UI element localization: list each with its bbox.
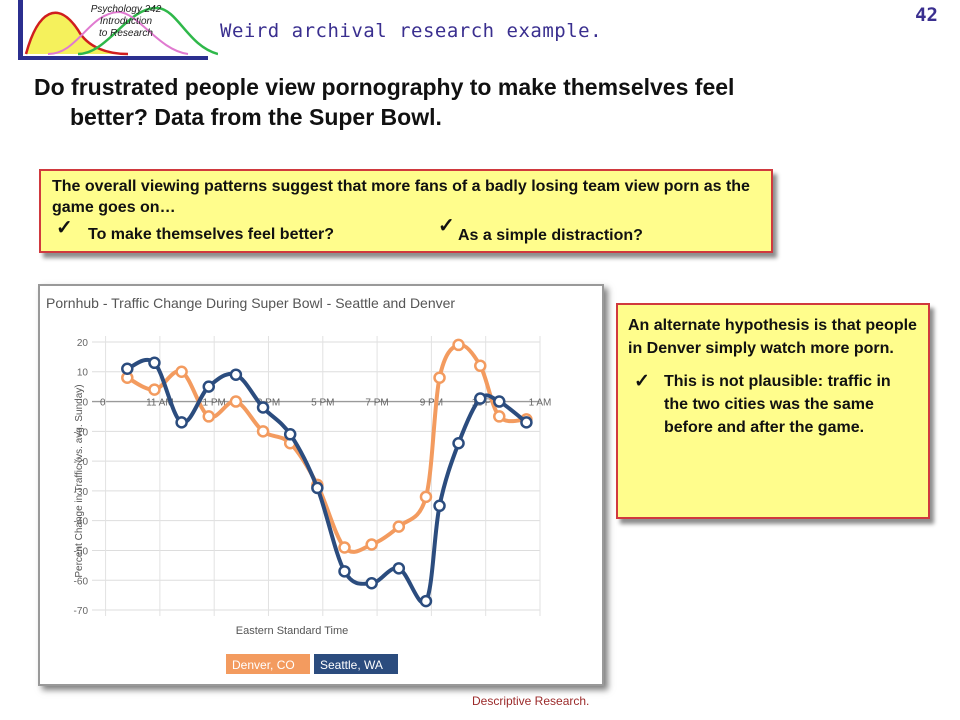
chart-svg: Pornhub - Traffic Change During Super Bo… [46,295,552,674]
data-point-seattle-wa [256,401,270,414]
legend-swatch-denver-co [226,654,310,674]
hypothesis-callout: An alternate hypothesis is that people i… [616,303,930,519]
series-line-seattle-wa [126,357,528,605]
bell-curve-logo-icon [18,0,219,60]
data-point-seattle-wa [474,392,487,405]
legend-label-seattle-wa: Seattle, WA [320,658,383,672]
data-point-denver-co [148,383,161,396]
chart-grid [92,336,541,616]
hypothesis-text: An alternate hypothesis is that people i… [628,317,917,357]
chart-legend: Denver, CO Seattle, WA [226,654,398,674]
logo-line-3: to Research [99,28,153,39]
x-tick-label: 0 [100,398,106,409]
logo-line-1: Psychology 242 [90,4,162,15]
data-point-denver-co [452,338,465,352]
data-point-seattle-wa [338,565,351,578]
summary-text: The overall viewing patterns suggest tha… [52,178,750,216]
y-tick-label: -40 [74,517,89,528]
x-tick-label: 1 PM [203,398,226,409]
y-tick-label: 10 [77,368,89,379]
data-point-seattle-wa [493,395,506,408]
hypothesis-bullet: ✓ This is not plausible: traffic in the … [628,370,918,439]
heading-line-1: Do frustrated people view pornography to… [34,74,735,100]
bullet-text: This is not plausible: traffic in the tw… [664,373,891,436]
data-point-denver-co [419,490,433,504]
x-tick-label: 9 PM [420,398,443,409]
data-point-denver-co [392,520,406,533]
legend-swatch-seattle-wa [314,654,398,674]
checkmark-icon: ✓ [438,215,455,237]
data-point-seattle-wa [202,380,216,393]
data-point-seattle-wa [229,368,243,381]
legend-label-denver-co: Denver, CO [232,658,295,672]
data-point-seattle-wa [520,416,533,429]
data-point-denver-co [202,410,216,423]
data-point-seattle-wa [392,562,406,575]
chart-series [121,338,533,608]
y-tick-label: -50 [74,546,89,557]
checkmark-icon: ✓ [634,371,650,392]
slide-number: 42 [915,4,938,26]
options-row: ✓ To make themselves feel better? ✓ As a… [52,215,771,245]
heading-line-2: better? Data from the Super Bowl. [70,104,442,130]
data-point-seattle-wa [175,416,188,429]
chart-x-axis-label: Eastern Standard Time [236,625,349,637]
x-tick-label: 1 AM [529,398,552,409]
x-tick-label: 3 PM [257,398,280,409]
x-tick-label: 5 PM [311,398,334,409]
slide-title: Weird archival research example. [220,20,603,42]
data-point-seattle-wa [452,436,465,450]
data-point-seattle-wa [121,362,134,376]
data-point-denver-co [493,410,506,423]
page-heading: Do frustrated people view pornography to… [34,72,914,132]
chart-title: Pornhub - Traffic Change During Super Bo… [46,295,455,311]
y-tick-label: -30 [74,487,89,498]
course-logo: Psychology 242 Introduction to Research [18,0,219,64]
y-tick-label: 0 [82,398,88,409]
y-tick-label: -10 [74,427,89,438]
logo-line-2: Introduction [99,16,153,27]
x-tick-label: 7 PM [365,398,388,409]
logo-text: Psychology 242 Introduction to Research [76,4,176,40]
data-point-denver-co [433,371,446,384]
data-point-seattle-wa [419,594,433,608]
chart-y-axis-label: Percent Change in Traffic (vs. avg. Sund… [74,384,85,577]
y-tick-label: 20 [77,338,89,349]
data-point-denver-co [175,365,188,378]
data-point-denver-co [474,359,487,373]
option-distraction: As a simple distraction? [458,227,643,244]
data-point-seattle-wa [311,481,324,495]
summary-callout: The overall viewing patterns suggest tha… [39,169,773,253]
data-point-seattle-wa [283,428,297,441]
data-point-denver-co [338,541,351,554]
data-point-seattle-wa [433,499,446,513]
data-point-seattle-wa [365,576,378,590]
y-tick-label: -70 [74,606,89,617]
data-point-seattle-wa [148,356,161,370]
x-tick-label: 11 PM [472,398,500,409]
checkmark-icon: ✓ [56,217,73,239]
y-tick-label: -60 [74,576,89,587]
data-point-denver-co [365,538,378,551]
footer-label: Descriptive Research. [472,694,590,708]
data-point-denver-co [229,395,243,408]
data-point-denver-co [256,425,270,438]
option-feel-better: To make themselves feel better? [88,226,335,243]
y-tick-label: -20 [74,457,89,468]
x-tick-label: 11 AM [146,398,174,409]
chart-axes: 20 10 0 -10 -20 -30 -40 -50 -60 -70 0 11 AM 1 PM 3 PM… [74,338,552,617]
traffic-chart: Pornhub - Traffic Change During Super Bo… [38,284,604,686]
